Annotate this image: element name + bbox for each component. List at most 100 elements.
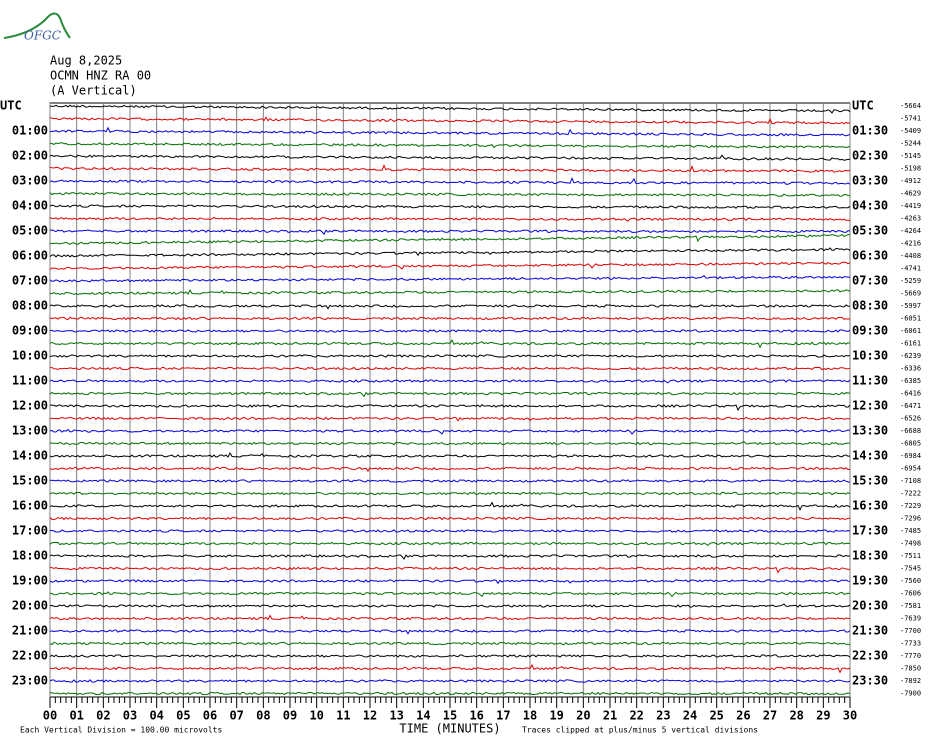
x-tick-label: 29	[816, 709, 830, 723]
left-time-label: 02:00	[12, 149, 48, 163]
trace	[49, 275, 851, 283]
trace	[49, 416, 851, 422]
right-time-label: 11:30	[852, 374, 888, 388]
left-time-label: 03:00	[12, 174, 48, 188]
component: (A Vertical)	[50, 84, 137, 98]
date: Aug 8,2025	[50, 54, 122, 68]
logo: OFGC	[24, 29, 61, 43]
trace-offset: -4629	[900, 190, 921, 198]
trace	[49, 247, 851, 258]
trace	[49, 501, 851, 511]
trace	[49, 339, 851, 349]
x-tick-label: 07	[229, 709, 243, 723]
trace	[49, 466, 851, 473]
x-tick-label: 17	[496, 709, 510, 723]
right-time-label: 07:30	[852, 274, 888, 288]
trace-offset: -7511	[900, 552, 921, 560]
trace-offset: -7581	[900, 602, 921, 610]
left-time-label: 13:00	[12, 424, 48, 438]
trace-offset: -7900	[900, 690, 921, 698]
trace	[49, 664, 851, 674]
trace-offset: -6239	[900, 352, 921, 360]
right-time-label: 21:30	[852, 624, 888, 638]
trace	[49, 641, 851, 646]
trace-offset: -7639	[900, 615, 921, 623]
left-time-label: 16:00	[12, 499, 48, 513]
trace-offset: -4741	[900, 265, 921, 273]
trace	[49, 391, 851, 398]
trace	[49, 316, 851, 321]
x-tick-label: 24	[683, 709, 697, 723]
right-time-label: 05:30	[852, 224, 888, 238]
x-tick-label: 23	[656, 709, 670, 723]
trace	[49, 479, 851, 483]
trace	[49, 654, 851, 658]
trace-offset: -4263	[900, 215, 921, 223]
left-time-label: 08:00	[12, 299, 48, 313]
right-time-label: 19:30	[852, 574, 888, 588]
left-time-label: 23:00	[12, 674, 48, 688]
left-time-label: 06:00	[12, 249, 48, 263]
trace	[49, 579, 851, 585]
trace-offset: -6061	[900, 327, 921, 335]
trace-offset: -4912	[900, 177, 921, 185]
trace-offset: -5997	[900, 302, 921, 310]
trace	[49, 289, 851, 296]
trace	[49, 679, 851, 683]
left-time-label: 19:00	[12, 574, 48, 588]
trace-offset: -5741	[900, 115, 921, 123]
x-tick-label: 15	[443, 709, 457, 723]
right-time-label: 13:30	[852, 424, 888, 438]
trace-offset: -4264	[900, 227, 921, 235]
right-time-label: 23:30	[852, 674, 888, 688]
trace	[49, 404, 851, 412]
x-tick-label: 14	[416, 709, 430, 723]
trace	[49, 691, 851, 696]
trace-offset: -6526	[900, 415, 921, 423]
x-tick-label: 08	[256, 709, 270, 723]
trace	[49, 261, 851, 270]
trace-offset: -5198	[900, 165, 921, 173]
x-tick-label: 13	[389, 709, 403, 723]
scale-note: Each Vertical Division = 100.00 microvol…	[20, 726, 222, 735]
trace	[49, 603, 851, 608]
x-tick-label: 04	[149, 709, 163, 723]
x-tick-label: 20	[576, 709, 590, 723]
trace	[49, 191, 851, 197]
trace	[49, 516, 851, 521]
trace	[49, 216, 851, 222]
trace	[49, 591, 851, 598]
trace	[49, 204, 851, 209]
trace-offset: -6336	[900, 365, 921, 373]
left-time-label: 15:00	[12, 474, 48, 488]
trace	[49, 491, 851, 496]
trace	[49, 354, 851, 358]
trace-offset: -6805	[900, 440, 921, 448]
clip-note: Traces clipped at plus/minus 5 vertical …	[522, 726, 758, 735]
right-time-label: 04:30	[852, 199, 888, 213]
left-time-label: 04:00	[12, 199, 48, 213]
x-tick-label: 12	[363, 709, 377, 723]
trace-offset: -5409	[900, 127, 921, 135]
trace-offset: -5664	[900, 102, 921, 110]
trace	[49, 614, 850, 621]
right-time-label: 08:30	[852, 299, 888, 313]
trace-offset: -7485	[900, 527, 921, 535]
trace-offset: -7545	[900, 565, 921, 573]
x-tick-label: 11	[336, 709, 350, 723]
trace	[49, 116, 851, 125]
x-tick-label: 28	[789, 709, 803, 723]
right-time-label: 10:30	[852, 349, 888, 363]
x-tick-label: 19	[549, 709, 563, 723]
trace-offset: -7108	[900, 477, 921, 485]
trace-offset: -6954	[900, 465, 921, 473]
left-time-label: 17:00	[12, 524, 48, 538]
x-tick-label: 05	[176, 709, 190, 723]
x-tick-label: 16	[469, 709, 483, 723]
trace-offset: -6161	[900, 340, 921, 348]
x-tick-label: 26	[736, 709, 750, 723]
left-time-label: UTC	[0, 99, 22, 113]
x-tick-label: 06	[203, 709, 217, 723]
trace-offset: -6984	[900, 452, 921, 460]
